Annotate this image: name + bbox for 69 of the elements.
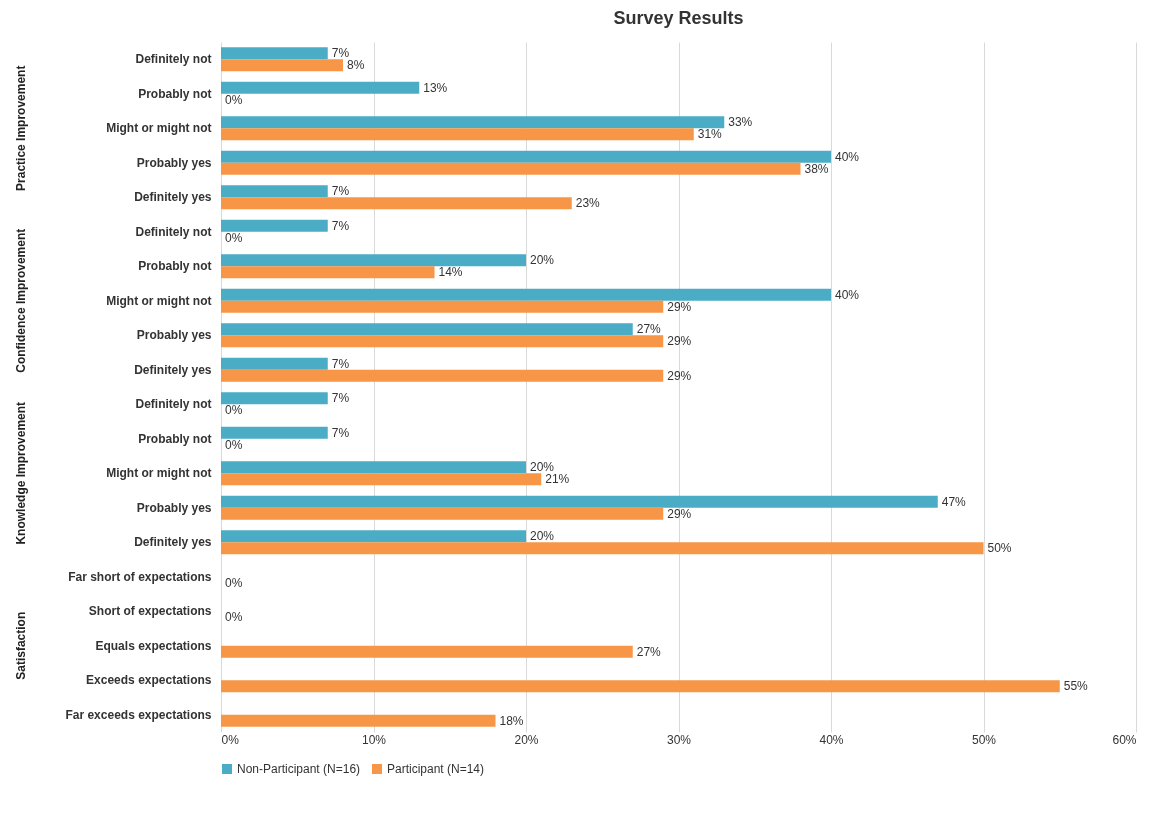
text: Satisfaction bbox=[14, 611, 28, 680]
data-label: 13% bbox=[423, 80, 448, 95]
data-label: 21% bbox=[545, 472, 570, 487]
y-tick-label: Short of expectations bbox=[88, 604, 212, 619]
y-tick-label: Probably not bbox=[138, 259, 212, 274]
data-label: 7% bbox=[331, 46, 350, 61]
data-label: 20% bbox=[530, 529, 555, 544]
data-label: 40% bbox=[835, 287, 860, 302]
data-label: 40% bbox=[835, 149, 860, 164]
data-label: 14% bbox=[438, 265, 463, 280]
data-label: 0% bbox=[225, 610, 243, 625]
data-label: 7% bbox=[331, 391, 350, 406]
data-label: 29% bbox=[667, 368, 692, 383]
data-label: 55% bbox=[1063, 679, 1089, 694]
data-label: 47% bbox=[941, 494, 967, 509]
data-label: 7% bbox=[331, 218, 350, 233]
data-label: 31% bbox=[697, 127, 723, 142]
y-tick-label: Definitely yes bbox=[134, 535, 212, 550]
y-tick-label: Might or might not bbox=[106, 121, 212, 136]
text: Confidence Improvement bbox=[14, 228, 28, 373]
x-tick-label: 30% bbox=[666, 732, 692, 747]
y-tick-label: Probably yes bbox=[136, 500, 212, 515]
x-tick-label: 40% bbox=[819, 732, 844, 747]
y-tick-label: Equals expectations bbox=[95, 638, 212, 653]
x-tick-label: 20% bbox=[514, 732, 539, 747]
data-label: 38% bbox=[804, 161, 829, 176]
data-label: 50% bbox=[987, 541, 1012, 556]
data-label: 0% bbox=[225, 92, 243, 107]
y-tick-label: Definitely yes bbox=[134, 190, 212, 205]
data-label: 33% bbox=[728, 115, 753, 130]
text: Practice Improvement bbox=[14, 65, 28, 191]
data-label: 8% bbox=[347, 58, 365, 73]
data-label: 23% bbox=[575, 196, 601, 211]
y-tick-label: Exceeds expectations bbox=[86, 673, 212, 688]
data-label: 0% bbox=[225, 437, 243, 452]
data-label: 7% bbox=[331, 425, 350, 440]
y-tick-label: Definitely yes bbox=[134, 362, 212, 377]
legend-label: Non-Participant (N=16) bbox=[237, 762, 361, 776]
legend-label: Participant (N=14) bbox=[387, 762, 485, 776]
y-tick-label: Might or might not bbox=[106, 293, 212, 308]
y-tick-label: Far exceeds expectations bbox=[65, 707, 212, 722]
y-tick-label: Probably not bbox=[138, 431, 212, 446]
y-tick-label: Probably yes bbox=[136, 328, 212, 343]
data-label: 0% bbox=[225, 403, 243, 418]
y-tick-label: Definitely not bbox=[135, 52, 212, 67]
y-tick-label: Definitely not bbox=[135, 397, 212, 412]
x-tick-label: 10% bbox=[361, 732, 387, 747]
y-tick-label: Definitely not bbox=[135, 224, 212, 239]
text: Knowledge Improvement bbox=[14, 401, 28, 545]
x-tick-label: 50% bbox=[971, 732, 997, 747]
data-label: 7% bbox=[331, 184, 350, 199]
data-label: 0% bbox=[225, 575, 243, 590]
data-label: 29% bbox=[667, 299, 692, 314]
chart-title: Survey Results bbox=[613, 8, 744, 28]
data-label: 27% bbox=[636, 322, 662, 337]
data-label: 18% bbox=[499, 713, 524, 728]
data-label: 29% bbox=[667, 506, 692, 521]
data-label: 29% bbox=[667, 334, 692, 349]
x-tick-label: 0% bbox=[221, 732, 240, 747]
y-tick-label: Probably not bbox=[138, 86, 212, 101]
data-label: 20% bbox=[530, 460, 555, 475]
data-label: 7% bbox=[331, 356, 350, 371]
x-tick-label: 60% bbox=[1112, 732, 1137, 747]
y-tick-label: Probably yes bbox=[136, 155, 212, 170]
y-tick-label: Might or might not bbox=[106, 466, 212, 481]
data-label: 0% bbox=[225, 230, 243, 245]
data-label: 20% bbox=[530, 253, 555, 268]
data-label: 27% bbox=[636, 644, 662, 659]
y-tick-label: Far short of expectations bbox=[68, 569, 212, 584]
